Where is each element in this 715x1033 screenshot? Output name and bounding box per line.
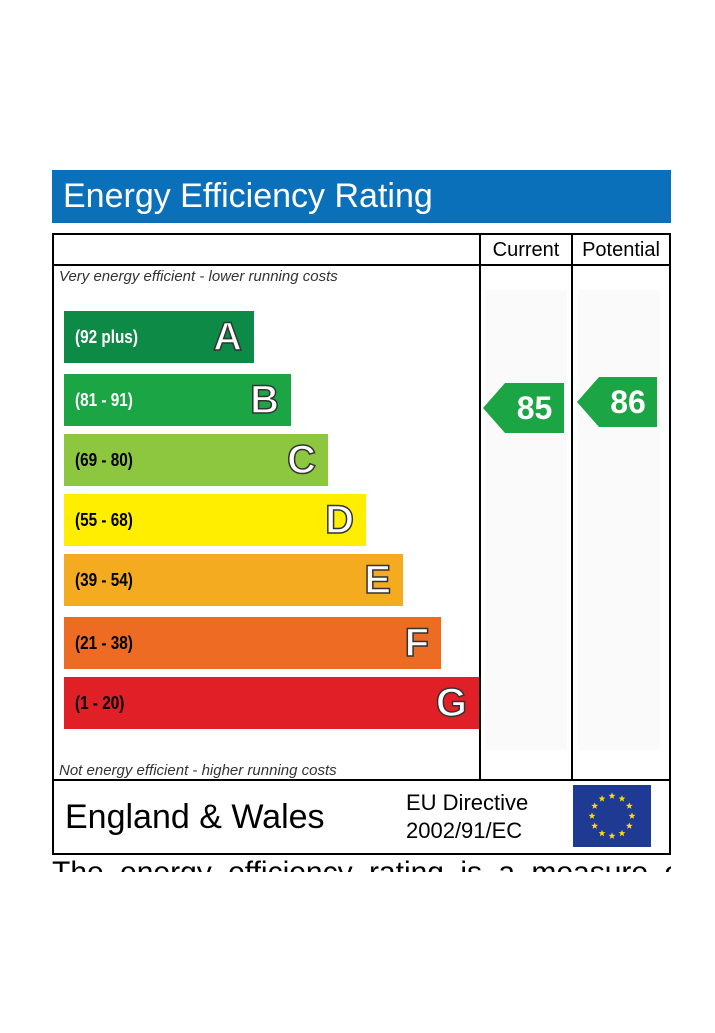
clipped-paragraph-text: The energy efficiency rating is a measur…: [52, 858, 671, 872]
current-rating-arrow: 85: [483, 383, 564, 433]
band-letter-e: E: [364, 557, 392, 603]
current-arrow-shape: [483, 383, 564, 433]
eu-star: [598, 795, 606, 802]
region-label: England & Wales: [65, 798, 325, 836]
eu-star: [608, 792, 616, 799]
inefficient-note: Not energy efficient - higher running co…: [59, 762, 337, 779]
potential-column-header: Potential: [582, 239, 660, 261]
band-range-c: (69 - 80): [75, 450, 133, 470]
band-letter-c: C: [286, 437, 316, 483]
band-range-a: (92 plus): [75, 327, 138, 347]
eu-star: [628, 812, 636, 819]
band-letter-f: F: [404, 620, 430, 666]
potential-rating-value: 86: [610, 384, 646, 420]
band-letter-b: B: [249, 377, 279, 423]
rating-band-e: (39 - 54) E: [64, 554, 403, 606]
eu-star: [591, 822, 599, 829]
current-column-divider: [479, 233, 481, 781]
rating-frame: [52, 233, 671, 855]
current-rating-value: 85: [516, 390, 553, 426]
efficient-note: Very energy efficient - lower running co…: [59, 268, 338, 285]
eu-star: [588, 812, 596, 819]
rating-band-b: (81 - 91) B: [64, 374, 291, 426]
band-range-f: (21 - 38): [75, 633, 133, 653]
rating-band-f: (21 - 38) F: [64, 617, 441, 669]
potential-column-area: [578, 290, 660, 750]
band-letter-a: A: [212, 314, 242, 360]
directive-line-1: EU Directive: [406, 790, 529, 815]
title-bar: Energy Efficiency Rating: [52, 170, 671, 223]
clipped-paragraph: The energy efficiency rating is a measur…: [52, 858, 671, 872]
eu-flag-icon: [573, 785, 651, 847]
rating-band-c: (69 - 80) C: [64, 434, 328, 486]
potential-arrow-shape: [577, 377, 657, 427]
band-range-g: (1 - 20): [75, 693, 125, 713]
potential-rating-arrow: 86: [577, 377, 657, 427]
eu-star: [625, 822, 633, 829]
eu-star: [625, 802, 633, 809]
band-letter-d: D: [324, 497, 354, 543]
page-title: Energy Efficiency Rating: [63, 177, 433, 215]
band-range-e: (39 - 54): [75, 570, 133, 590]
current-column-area: [485, 290, 567, 750]
band-range-b: (81 - 91): [75, 390, 133, 410]
eu-star: [618, 795, 626, 802]
rating-band-g: (1 - 20) G: [64, 677, 479, 729]
eu-star: [591, 802, 599, 809]
band-range-d: (55 - 68): [75, 510, 133, 530]
rating-band-a: (92 plus) A: [64, 311, 254, 363]
rating-band-d: (55 - 68) D: [64, 494, 366, 546]
eu-star: [608, 832, 616, 839]
eu-star: [618, 829, 626, 837]
band-letter-g: G: [435, 680, 468, 726]
header-divider: [52, 264, 671, 266]
eu-star: [598, 829, 606, 837]
potential-column-divider: [571, 233, 573, 781]
directive-line-2: 2002/91/EC: [406, 818, 523, 843]
current-column-header: Current: [492, 239, 560, 261]
footer-divider: [52, 779, 671, 781]
